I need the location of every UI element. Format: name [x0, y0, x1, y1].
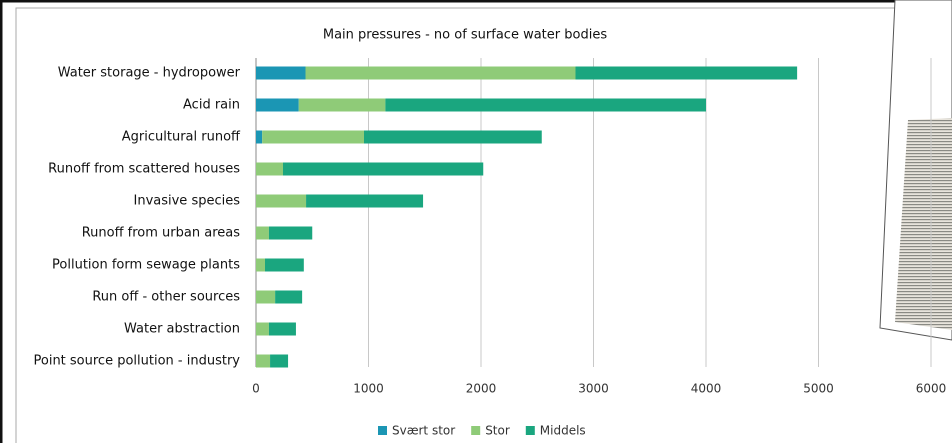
bar-segment — [256, 323, 269, 336]
legend-label: Stor — [485, 424, 510, 438]
bar-segment — [270, 355, 288, 368]
bar-segment — [256, 131, 262, 144]
x-tick-label: 5000 — [803, 382, 834, 396]
bar-segment — [364, 131, 542, 144]
bar-segment — [256, 163, 283, 176]
bar-segment — [256, 259, 265, 272]
y-tick-label: Point source pollution - industry — [34, 354, 241, 369]
bar-segment — [306, 67, 576, 80]
bar-segment — [256, 355, 270, 368]
page: Main pressures - no of surface water bod… — [0, 0, 952, 443]
bar-segment — [269, 227, 312, 240]
legend-swatch — [526, 426, 535, 435]
chart-title: Main pressures - no of surface water bod… — [323, 28, 607, 43]
legend-swatch — [378, 426, 387, 435]
bar-segment — [269, 323, 296, 336]
bar-segment — [256, 67, 306, 80]
bar-segment — [256, 227, 269, 240]
x-tick-label: 1000 — [353, 382, 384, 396]
x-tick-label: 2000 — [466, 382, 497, 396]
bar-segment — [299, 99, 386, 112]
legend-swatch — [471, 426, 480, 435]
legend-label: Svært stor — [392, 424, 455, 438]
y-tick-label: Water abstraction — [124, 322, 240, 337]
y-tick-label: Runoff from scattered houses — [48, 162, 240, 177]
y-tick-label: Pollution form sewage plants — [52, 258, 240, 273]
y-tick-label: Run off - other sources — [92, 290, 240, 305]
bar-segment — [385, 99, 706, 112]
x-tick-label: 6000 — [916, 382, 947, 396]
bar-segment — [576, 67, 798, 80]
bar-segment — [306, 195, 423, 208]
bar-segment — [262, 131, 364, 144]
x-tick-label: 0 — [252, 382, 260, 396]
bar-segment — [256, 195, 306, 208]
y-tick-label: Acid rain — [183, 98, 240, 113]
legend-label: Middels — [540, 424, 586, 438]
x-tick-label: 3000 — [578, 382, 609, 396]
y-tick-label: Runoff from urban areas — [82, 226, 241, 241]
bar-segment — [275, 291, 302, 304]
chart: Main pressures - no of surface water bod… — [0, 0, 952, 443]
bar-segment — [283, 163, 483, 176]
x-tick-label: 4000 — [691, 382, 722, 396]
bar-segment — [256, 291, 275, 304]
bar-segment — [256, 99, 299, 112]
y-tick-label: Invasive species — [134, 194, 241, 209]
bar-segment — [265, 259, 304, 272]
y-tick-label: Water storage - hydropower — [58, 66, 241, 81]
y-tick-label: Agricultural runoff — [122, 130, 241, 145]
